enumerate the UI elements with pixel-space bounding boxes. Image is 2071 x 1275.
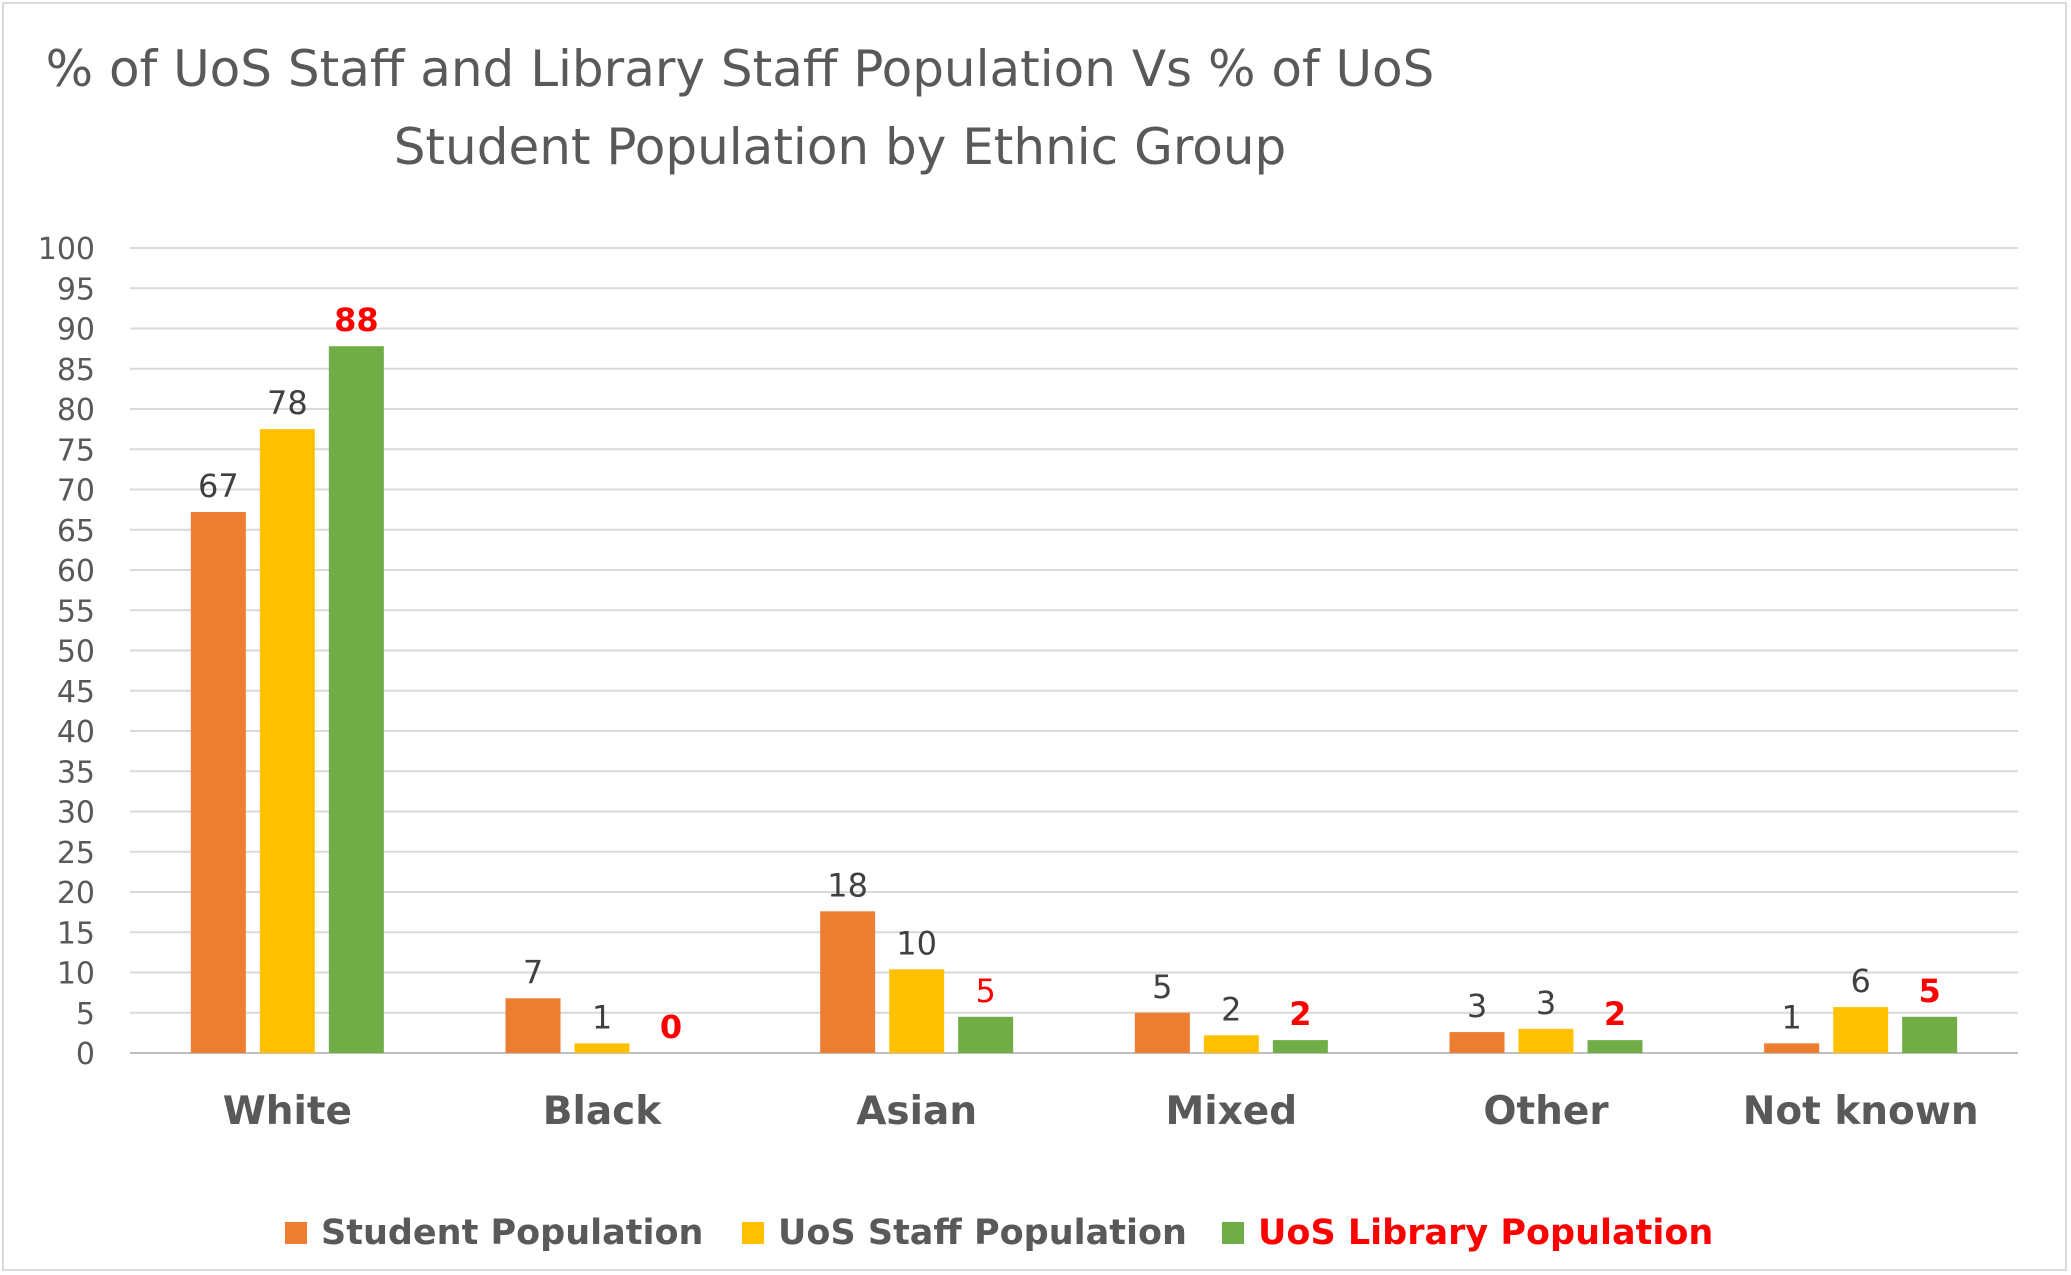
data-label: 5	[1919, 972, 1941, 1010]
legend-item: UoS Library Population	[1222, 1208, 1713, 1258]
bar	[1203, 1035, 1259, 1053]
legend: Student Population UoS Staff Population Uo…	[0, 1208, 2071, 1258]
y-tick-label: 0	[76, 1037, 95, 1072]
y-tick-label: 65	[57, 514, 95, 549]
bar	[190, 512, 246, 1053]
y-tick-label: 30	[57, 796, 95, 831]
chart-title: % of UoS Staff and Library Staff Populat…	[0, 30, 1480, 186]
data-label: 2	[1221, 990, 1241, 1028]
y-tick-label: 10	[57, 957, 95, 992]
y-tick-label: 15	[57, 916, 95, 951]
data-label: 78	[267, 384, 308, 422]
x-tick-label: Not known	[1743, 1089, 1979, 1134]
bar	[1449, 1032, 1505, 1053]
legend-swatch	[285, 1222, 307, 1244]
x-tick-label: Black	[543, 1089, 663, 1134]
legend-item: Student Population	[285, 1208, 703, 1258]
bar	[259, 429, 315, 1053]
data-label: 67	[198, 467, 239, 505]
data-label: 2	[1289, 995, 1311, 1033]
bar	[328, 346, 384, 1054]
y-tick-label: 100	[38, 232, 95, 267]
data-label: 1	[592, 998, 612, 1036]
y-tick-label: 45	[57, 675, 95, 710]
bar	[1587, 1040, 1643, 1053]
legend-item: UoS Staff Population	[742, 1208, 1187, 1258]
bar	[1902, 1016, 1958, 1053]
legend-label: UoS Library Population	[1258, 1213, 1714, 1253]
data-label: 6	[1850, 962, 1870, 1000]
bar	[958, 1016, 1014, 1053]
x-tick-label: White	[223, 1089, 352, 1134]
bar	[1833, 1007, 1889, 1053]
y-tick-label: 85	[57, 353, 95, 388]
y-tick-label: 35	[57, 755, 95, 790]
data-label: 18	[827, 866, 868, 904]
legend-label: Student Population	[321, 1213, 704, 1253]
legend-swatch	[742, 1222, 764, 1244]
bar	[820, 911, 876, 1053]
chart-title-line-2: Student Population by Ethnic Group	[393, 118, 1287, 176]
y-tick-label: 5	[76, 997, 95, 1032]
y-tick-label: 25	[57, 836, 95, 871]
data-label: 88	[334, 301, 379, 339]
data-label: 5	[1152, 968, 1172, 1006]
y-tick-label: 90	[57, 313, 95, 348]
y-tick-label: 55	[57, 594, 95, 629]
y-tick-label: 80	[57, 393, 95, 428]
data-label: 2	[1604, 995, 1626, 1033]
data-label: 3	[1467, 987, 1487, 1025]
y-tick-label: 70	[57, 474, 95, 509]
y-tick-label: 50	[57, 635, 95, 670]
bar	[1764, 1043, 1820, 1053]
bar	[505, 998, 561, 1053]
y-tick-label: 60	[57, 554, 95, 589]
x-tick-label: Mixed	[1165, 1089, 1297, 1134]
data-label: 5	[975, 972, 995, 1010]
bar	[889, 969, 945, 1053]
bar	[574, 1043, 630, 1053]
legend-swatch	[1222, 1222, 1244, 1244]
data-label: 10	[896, 924, 937, 962]
data-label: 7	[523, 953, 543, 991]
bar	[1272, 1040, 1328, 1053]
x-tick-label: Asian	[856, 1089, 977, 1134]
data-label: 1	[1781, 998, 1801, 1036]
data-label: 3	[1536, 984, 1556, 1022]
y-tick-label: 40	[57, 715, 95, 750]
x-tick-label: Other	[1483, 1089, 1609, 1134]
y-tick-label: 75	[57, 433, 95, 468]
legend-label: UoS Staff Population	[778, 1213, 1187, 1253]
y-tick-label: 20	[57, 876, 95, 911]
data-label: 0	[660, 1008, 682, 1046]
y-tick-label: 95	[57, 272, 95, 307]
chart-title-line-1: % of UoS Staff and Library Staff Populat…	[45, 40, 1435, 98]
bar	[1134, 1012, 1190, 1053]
bar	[1518, 1028, 1574, 1053]
